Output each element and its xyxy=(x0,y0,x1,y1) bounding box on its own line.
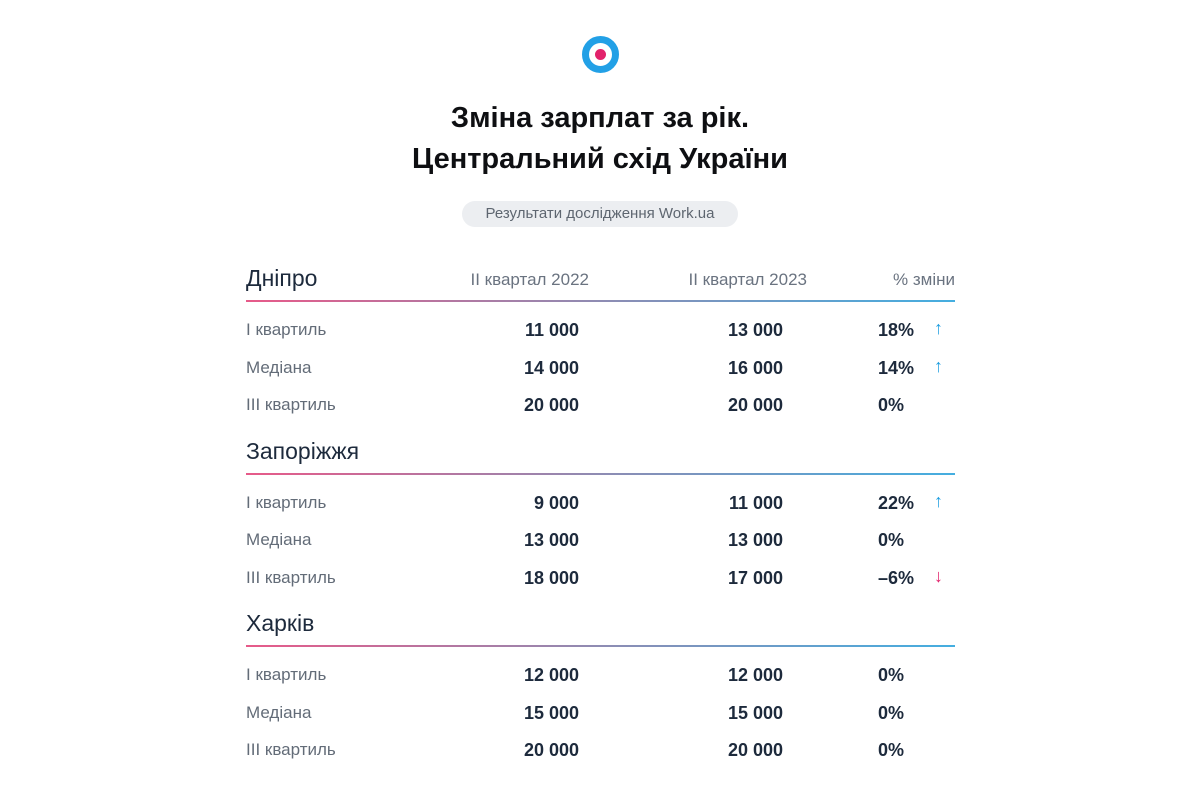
value-2023: 20 000 xyxy=(727,740,783,760)
row-label: III квартиль xyxy=(246,395,336,414)
column-header-change: % зміни xyxy=(893,270,955,289)
value-2022: 14 000 xyxy=(523,357,579,378)
value-2022: 18 000 xyxy=(523,567,579,588)
city-name: Запоріжжя xyxy=(246,437,360,464)
value-2022: 15 000 xyxy=(523,702,579,723)
row-label: Медіана xyxy=(246,530,312,549)
percent-change: 0% xyxy=(878,702,905,723)
city-name: Дніпро xyxy=(246,265,318,291)
value-2022: 9 000 xyxy=(533,492,579,513)
percent-change: 0% xyxy=(878,395,905,415)
table-row: III квартиль 20 000 20 000 0% xyxy=(246,730,955,768)
value-2023: 17 000 xyxy=(727,567,783,588)
source-badge: Результати дослідження Work.ua xyxy=(462,201,738,227)
section-kharkiv: Харків I квартиль 12 000 12 000 0% Медіа… xyxy=(246,607,955,768)
row-label: I квартиль xyxy=(246,492,327,512)
section-header: Харків xyxy=(246,607,955,645)
arrow-up-icon: ↑ xyxy=(934,355,943,376)
gradient-divider xyxy=(246,472,955,475)
value-2023: 13 000 xyxy=(727,530,783,550)
table-row: Медіана 13 000 13 000 0% xyxy=(246,520,955,558)
row-label: Медіана xyxy=(246,702,312,722)
percent-change: 0% xyxy=(878,530,905,550)
title-line-1: Зміна зарплат за рік. xyxy=(450,102,750,134)
workua-logo-icon xyxy=(582,36,619,73)
row-label: I квартиль xyxy=(246,665,327,684)
table-row: Медіана 15 000 15 000 0% xyxy=(246,693,955,731)
section-zaporizhzhia: Запоріжжя I квартиль 9 000 11 000 22% ↑ … xyxy=(246,435,955,596)
logo-dot xyxy=(595,49,606,60)
row-label: Медіана xyxy=(246,357,312,377)
value-2023: 12 000 xyxy=(727,665,783,685)
value-2023: 15 000 xyxy=(727,702,783,723)
row-label: III квартиль xyxy=(246,567,336,587)
table-row: I квартиль 12 000 12 000 0% xyxy=(246,655,955,693)
section-header: Запоріжжя xyxy=(246,435,955,473)
percent-change: 22% xyxy=(878,492,915,513)
percent-change: 14% xyxy=(878,357,915,378)
value-2023: 20 000 xyxy=(727,395,783,415)
section-dnipro: Дніпро II квартал 2022 II квартал 2023 %… xyxy=(246,262,955,423)
value-2022: 11 000 xyxy=(524,320,579,340)
table-row: I квартиль 11 000 13 000 18% ↑ xyxy=(246,310,955,348)
city-name: Харків xyxy=(246,610,315,636)
gradient-divider xyxy=(246,645,955,647)
value-2023: 16 000 xyxy=(727,357,783,378)
percent-change: –6% xyxy=(878,567,915,588)
gradient-divider xyxy=(246,300,955,302)
table-row: III квартиль 20 000 20 000 0% xyxy=(246,385,955,423)
percent-change: 0% xyxy=(878,665,905,685)
column-header-2022: II квартал 2022 xyxy=(470,270,590,289)
value-2022: 12 000 xyxy=(523,665,579,685)
table-row: Медіана 14 000 16 000 14% ↑ xyxy=(246,348,955,386)
page-title: Зміна зарплат за рік. Центральний схід У… xyxy=(0,98,1200,180)
value-2022: 20 000 xyxy=(523,395,579,415)
column-header-2023: II квартал 2023 xyxy=(688,270,808,289)
arrow-up-icon: ↑ xyxy=(934,318,943,338)
table-row: I квартиль 9 000 11 000 22% ↑ xyxy=(246,483,955,521)
value-2023: 13 000 xyxy=(727,320,783,340)
percent-change: 18% xyxy=(878,320,915,340)
salary-table: Дніпро II квартал 2022 II квартал 2023 %… xyxy=(246,262,955,768)
arrow-down-icon: ↓ xyxy=(934,565,943,586)
section-header: Дніпро II квартал 2022 II квартал 2023 %… xyxy=(246,262,955,300)
title-line-2: Центральний схід України xyxy=(412,143,788,175)
arrow-up-icon: ↑ xyxy=(934,490,943,511)
value-2022: 13 000 xyxy=(523,530,579,550)
value-2023: 11 000 xyxy=(728,492,783,513)
row-label: I квартиль xyxy=(246,320,327,339)
table-row: III квартиль 18 000 17 000 –6% ↓ xyxy=(246,558,955,596)
value-2022: 20 000 xyxy=(523,740,579,760)
percent-change: 0% xyxy=(878,740,905,760)
row-label: III квартиль xyxy=(246,740,336,759)
